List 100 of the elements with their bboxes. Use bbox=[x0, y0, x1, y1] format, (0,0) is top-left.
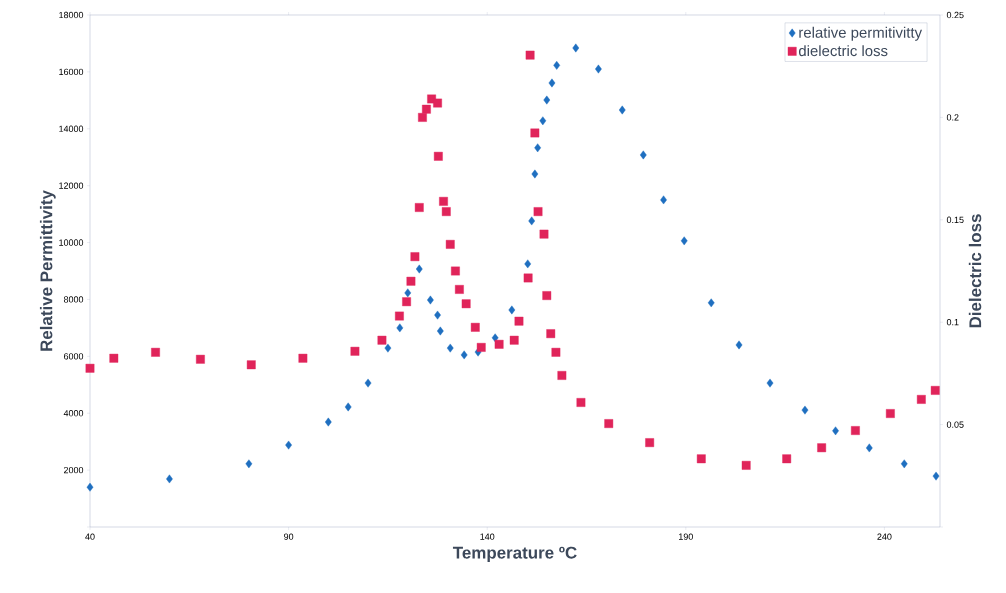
point bbox=[414, 203, 424, 212]
point bbox=[932, 471, 940, 481]
point bbox=[395, 311, 404, 321]
point bbox=[508, 305, 516, 315]
point bbox=[446, 343, 454, 353]
point bbox=[85, 363, 95, 373]
point bbox=[766, 378, 774, 388]
point bbox=[551, 347, 561, 357]
point bbox=[441, 207, 451, 216]
point bbox=[543, 95, 551, 105]
legend-label: relative permitivitty bbox=[799, 26, 923, 41]
point bbox=[696, 454, 706, 464]
point bbox=[604, 419, 614, 428]
point bbox=[377, 335, 387, 345]
y2-tick-label: 0.05 bbox=[946, 421, 964, 428]
y2-tick-label: 0.2 bbox=[946, 114, 959, 121]
point bbox=[109, 353, 119, 363]
point bbox=[418, 113, 427, 122]
point bbox=[680, 236, 688, 246]
point bbox=[476, 343, 486, 352]
y-tick-label: 18000 bbox=[59, 11, 84, 19]
point bbox=[801, 405, 809, 415]
point bbox=[324, 417, 332, 427]
point bbox=[422, 104, 431, 114]
point bbox=[166, 474, 173, 484]
point bbox=[546, 329, 556, 339]
point bbox=[285, 440, 292, 450]
point bbox=[548, 78, 556, 88]
point bbox=[402, 297, 411, 307]
point bbox=[595, 64, 602, 74]
point bbox=[645, 438, 655, 447]
point bbox=[539, 229, 549, 239]
point bbox=[433, 151, 443, 161]
point bbox=[557, 371, 567, 380]
point bbox=[539, 116, 547, 126]
point bbox=[916, 395, 926, 404]
point bbox=[245, 459, 253, 469]
point bbox=[427, 295, 434, 305]
point bbox=[576, 398, 586, 407]
point bbox=[865, 443, 873, 453]
y-tick-label: 12000 bbox=[59, 182, 84, 189]
point bbox=[509, 335, 519, 345]
point bbox=[396, 323, 404, 333]
point bbox=[404, 288, 412, 298]
point bbox=[439, 196, 448, 206]
point bbox=[384, 343, 392, 353]
point bbox=[817, 443, 827, 453]
point bbox=[470, 322, 480, 332]
point bbox=[494, 339, 504, 349]
point bbox=[437, 326, 444, 336]
point bbox=[885, 409, 895, 418]
point bbox=[707, 298, 715, 308]
point bbox=[639, 150, 647, 160]
point bbox=[534, 143, 541, 153]
x-tick-label: 90 bbox=[284, 533, 294, 540]
y2-axis-title: Dielectric loss bbox=[968, 214, 982, 328]
y-tick-label: 4000 bbox=[63, 410, 84, 417]
point bbox=[364, 378, 372, 388]
point bbox=[434, 310, 441, 320]
point bbox=[782, 454, 792, 464]
point bbox=[196, 354, 205, 364]
x-tick-label: 190 bbox=[679, 533, 693, 540]
y-tick-label: 16000 bbox=[59, 68, 84, 76]
point bbox=[460, 350, 468, 360]
point bbox=[533, 207, 543, 216]
point bbox=[415, 264, 423, 274]
point bbox=[344, 402, 352, 412]
y2-tick-label: 0.25 bbox=[946, 11, 964, 19]
point bbox=[572, 43, 580, 53]
y-tick-label: 14000 bbox=[59, 125, 84, 132]
point bbox=[530, 128, 540, 138]
point bbox=[900, 459, 908, 469]
point bbox=[451, 266, 460, 276]
x-tick-label: 240 bbox=[877, 533, 892, 540]
point bbox=[298, 353, 308, 363]
y2-tick-label: 0.1 bbox=[946, 319, 959, 326]
point bbox=[735, 340, 743, 350]
point bbox=[525, 50, 535, 60]
y-tick-label: 2000 bbox=[64, 466, 84, 474]
point bbox=[528, 216, 536, 226]
point bbox=[523, 273, 533, 283]
point bbox=[461, 299, 471, 309]
x-tick-label: 40 bbox=[85, 533, 95, 540]
y2-tick-label: 0.15 bbox=[946, 216, 964, 223]
y-tick-label: 6000 bbox=[64, 353, 84, 360]
y-tick-label: 10000 bbox=[59, 239, 84, 246]
legend-label: dielectric loss bbox=[798, 45, 888, 57]
point bbox=[542, 291, 552, 300]
point bbox=[406, 276, 416, 286]
point bbox=[832, 426, 839, 436]
point bbox=[660, 195, 667, 205]
point bbox=[851, 426, 860, 435]
point bbox=[445, 239, 455, 249]
point bbox=[246, 360, 256, 370]
point bbox=[524, 259, 532, 269]
point bbox=[86, 482, 94, 492]
point bbox=[410, 252, 420, 262]
point bbox=[531, 169, 539, 179]
point bbox=[455, 285, 464, 294]
point bbox=[514, 316, 524, 326]
